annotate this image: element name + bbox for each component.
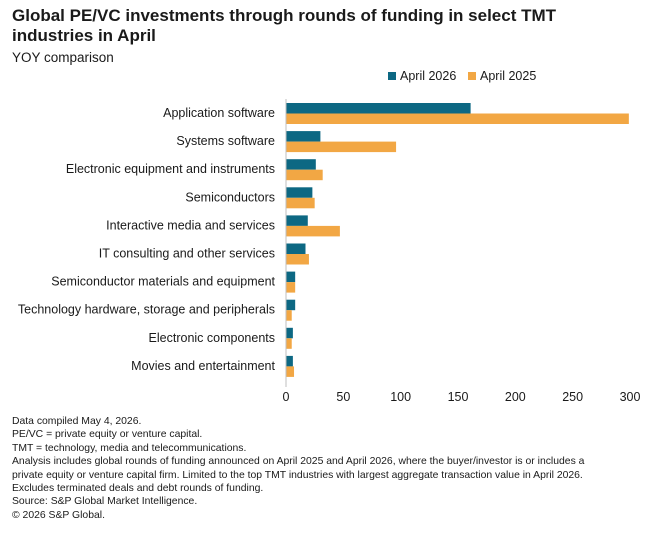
bar-april-2026 <box>286 131 321 142</box>
footnote-line: Analysis includes global rounds of fundi… <box>12 456 585 468</box>
bar-april-2026 <box>286 187 313 198</box>
bar-april-2026 <box>286 327 293 339</box>
footnote-line: Source: S&P Global Market Intelligence. <box>12 496 198 508</box>
bar-april-2026 <box>286 271 296 283</box>
bar-april-2025 <box>286 366 295 377</box>
footnote-line: Excludes terminated deals and debt round… <box>12 483 264 495</box>
x-tick-label: 0 <box>283 390 290 404</box>
x-tick-label: 50 <box>336 390 350 404</box>
x-tick-label: 300 <box>620 390 641 404</box>
x-tick-label: 150 <box>448 390 469 404</box>
category-label: Semiconductor materials and equipment <box>51 275 275 289</box>
x-tick-label: 200 <box>505 390 526 404</box>
bar-april-2025 <box>286 141 397 153</box>
x-tick-label: 250 <box>562 390 583 404</box>
category-label: Semiconductors <box>185 190 275 204</box>
bar-april-2025 <box>286 282 296 293</box>
footnotes: Data compiled May 4, 2026. PE/VC = priva… <box>12 415 652 522</box>
category-label: IT consulting and other services <box>99 247 275 261</box>
category-label: Technology hardware, storage and periphe… <box>18 303 275 317</box>
chart-title: Global PE/VC investments through rounds … <box>12 6 557 45</box>
bar-april-2026 <box>286 215 308 226</box>
bar-april-2026 <box>286 243 306 254</box>
bar-april-2025 <box>286 113 629 124</box>
legend-swatch-april-2025 <box>468 72 476 80</box>
bar-april-2026 <box>286 299 296 311</box>
bar-april-2025 <box>286 254 309 265</box>
footnote-line: private equity or venture capital firm. … <box>12 469 583 481</box>
bar-april-2026 <box>286 355 293 367</box>
bar-april-2025 <box>286 310 292 321</box>
category-label: Electronic equipment and instruments <box>66 162 275 176</box>
footnote-line: © 2026 S&P Global. <box>12 509 105 521</box>
legend-item-april-2025: April 2025 <box>468 68 536 84</box>
x-tick-label: 100 <box>390 390 411 404</box>
category-label: Movies and entertainment <box>131 359 275 373</box>
legend-label-april-2025: April 2025 <box>480 69 537 83</box>
legend-label-april-2026: April 2026 <box>400 69 457 83</box>
bar-april-2025 <box>286 338 292 349</box>
bar-april-2025 <box>286 169 323 181</box>
footnote-line: TMT = technology, media and telecommunic… <box>12 442 247 454</box>
category-label: Interactive media and services <box>106 218 275 232</box>
bar-april-2025 <box>286 197 315 209</box>
category-label: Systems software <box>176 134 275 148</box>
bar-april-2025 <box>286 225 340 237</box>
bar-april-2026 <box>286 103 471 114</box>
footnote-line: Data compiled May 4, 2026. <box>12 416 142 427</box>
bar-april-2026 <box>286 159 316 170</box>
legend-swatch-april-2026 <box>388 72 396 80</box>
chart-subtitle: YOY comparison <box>12 50 114 65</box>
bar-chart: Application software Systems software Elec… <box>18 99 641 404</box>
legend-item-april-2026: April 2026 <box>388 68 456 84</box>
footnote-line: PE/VC = private equity or venture capita… <box>12 429 203 441</box>
category-label: Application software <box>163 106 275 120</box>
category-label: Electronic components <box>149 331 275 345</box>
